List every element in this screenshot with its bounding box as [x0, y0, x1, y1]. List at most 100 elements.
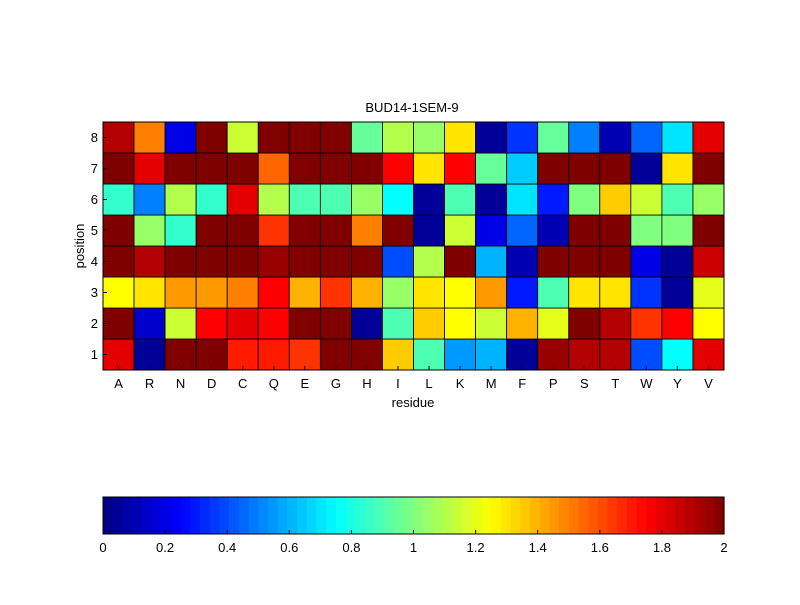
heatmap-cell-N-1	[164, 338, 197, 371]
heatmap-cell-D-3	[195, 276, 228, 309]
heatmap-cell-R-7	[133, 152, 166, 185]
heatmap-cell-F-4	[506, 245, 539, 278]
heatmap-cell-Y-5	[661, 214, 694, 247]
heatmap-cell-P-6	[537, 183, 570, 216]
colorbar-swatch	[103, 497, 114, 534]
heatmap-cell-N-3	[164, 276, 197, 309]
heatmap-cell-R-2	[133, 307, 166, 340]
colorbar-tick-label: 0	[99, 540, 106, 555]
heatmap-cell-L-6	[413, 183, 445, 216]
heatmap-cell-C-4	[226, 245, 259, 278]
heatmap-cell-S-3	[568, 276, 601, 309]
heatmap-cell-K-8	[444, 121, 476, 154]
heatmap-cell-T-5	[599, 214, 632, 247]
colorbar-swatch	[617, 497, 628, 534]
heatmap-cell-S-4	[568, 245, 601, 278]
colorbar-swatch	[452, 497, 463, 534]
heatmap-cell-H-4	[350, 245, 383, 278]
colorbar-swatch	[248, 497, 259, 534]
y-tick-label: 4	[91, 254, 98, 269]
heatmap-cell-M-4	[475, 245, 508, 278]
heatmap-cell-L-1	[413, 338, 445, 371]
heatmap-cell-D-5	[195, 214, 228, 247]
heatmap-cell-A-5	[102, 214, 135, 247]
colorbar-swatch	[258, 497, 269, 534]
heatmap-cell-M-5	[475, 214, 508, 247]
colorbar-tick-label: 1.2	[467, 540, 485, 555]
heatmap-cell-D-2	[195, 307, 228, 340]
heatmap-cell-G-3	[319, 276, 352, 309]
heatmap-cell-Q-5	[257, 214, 290, 247]
x-tick-label: Q	[269, 376, 279, 391]
colorbar-swatch	[219, 497, 230, 534]
heatmap-cell-L-7	[413, 152, 445, 185]
heatmap-cell-A-3	[102, 276, 135, 309]
heatmap-cell-V-8	[692, 121, 725, 154]
colorbar-swatch	[607, 497, 618, 534]
heatmap-cells	[102, 121, 725, 371]
colorbar-swatch	[559, 497, 570, 534]
colorbar-tick-labels: 0 0.2 0.4 0.6 0.8 1 1.2 1.4 1.6 1.8 2	[99, 530, 728, 555]
heatmap-cell-K-5	[444, 214, 476, 247]
heatmap-cell-Q-7	[257, 152, 290, 185]
colorbar-swatch	[442, 497, 453, 534]
x-tick-label: G	[331, 376, 341, 391]
heatmap-cell-S-6	[568, 183, 601, 216]
heatmap-cell-F-8	[506, 121, 539, 154]
colorbar-tick-label: 1.4	[529, 540, 547, 555]
heatmap-cell-Q-8	[257, 121, 290, 154]
colorbar-swatch	[685, 497, 696, 534]
colorbar-swatch	[491, 497, 502, 534]
heatmap-cell-C-8	[226, 121, 259, 154]
colorbar-swatch	[267, 497, 279, 534]
colorbar-swatch	[529, 497, 541, 534]
heatmap-cell-W-2	[630, 307, 663, 340]
heatmap-cell-S-5	[568, 214, 601, 247]
heatmap-cell-C-7	[226, 152, 259, 185]
colorbar-swatch	[597, 497, 609, 534]
heatmap-cell-D-4	[195, 245, 228, 278]
colorbar-swatch	[432, 497, 444, 534]
colorbar-swatch	[675, 497, 686, 534]
colorbar-swatch	[462, 497, 473, 534]
heatmap-cell-P-1	[537, 338, 570, 371]
colorbar-swatch	[335, 497, 347, 534]
heatmap-cell-C-5	[226, 214, 259, 247]
heatmap-cell-K-6	[444, 183, 476, 216]
colorbar-swatch	[471, 497, 483, 534]
colorbar-swatch	[510, 497, 521, 534]
heatmap-cell-V-5	[692, 214, 725, 247]
heatmap-cell-R-8	[133, 121, 166, 154]
colorbar-tick-label: 0.4	[218, 540, 236, 555]
heatmap-cell-I-2	[382, 307, 414, 340]
y-axis-label: position	[72, 224, 87, 269]
colorbar-swatch	[161, 497, 172, 534]
heatmap-cell-D-7	[195, 152, 228, 185]
heatmap-cell-K-3	[444, 276, 476, 309]
heatmap-cell-L-5	[413, 214, 445, 247]
x-tick-label: D	[207, 376, 216, 391]
colorbar-swatch	[190, 497, 201, 534]
heatmap-cell-F-1	[506, 338, 539, 371]
heatmap-cell-H-5	[350, 214, 383, 247]
heatmap-cell-A-8	[102, 121, 135, 154]
heatmap-cell-T-6	[599, 183, 632, 216]
heatmap-cell-R-3	[133, 276, 166, 309]
heatmap-cell-M-1	[475, 338, 508, 371]
heatmap-cell-K-1	[444, 338, 476, 371]
heatmap-cell-T-8	[599, 121, 632, 154]
y-tick-labels: 1 2 3 4 5 6 7 8	[91, 130, 107, 362]
colorbar-swatch	[122, 497, 133, 534]
heatmap-cell-A-1	[102, 338, 135, 371]
heatmap-cell-I-5	[382, 214, 414, 247]
y-tick-label: 3	[91, 285, 98, 300]
heatmap-cell-L-4	[413, 245, 445, 278]
heatmap-cell-N-4	[164, 245, 197, 278]
heatmap-cell-E-1	[288, 338, 321, 371]
heatmap-cell-V-3	[692, 276, 725, 309]
heatmap-cell-E-8	[288, 121, 321, 154]
colorbar-swatch	[141, 497, 153, 534]
colorbar-swatch	[500, 497, 512, 534]
x-tick-label: K	[456, 376, 465, 391]
